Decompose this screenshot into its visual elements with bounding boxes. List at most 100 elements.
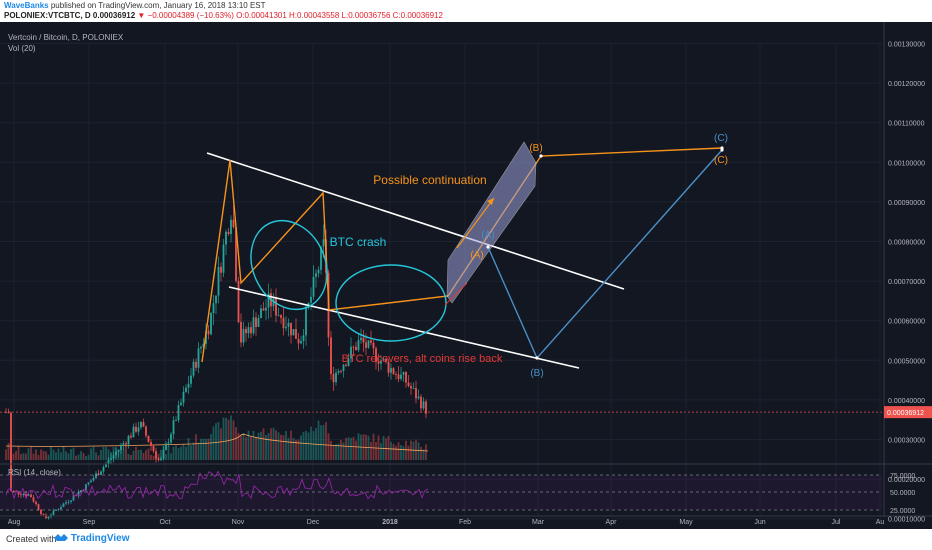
volume-bar (402, 446, 405, 460)
candle-body (345, 364, 347, 366)
volume-bar (150, 454, 152, 460)
volume-bar (105, 447, 107, 460)
candle-body (195, 361, 197, 368)
volume-bar (35, 449, 37, 460)
time-axis: Aug Sep Oct Nov Dec 2018 Feb Mar Apr May Jun Jul Au (0, 515, 932, 526)
volume-bar (120, 448, 122, 460)
author-link[interactable]: WaveBanks (4, 1, 49, 10)
volume-bar (87, 454, 90, 460)
candle-body (10, 412, 12, 491)
volume-bar (275, 430, 277, 460)
volume-bar (227, 419, 230, 460)
volume-bar (195, 434, 197, 460)
candle-body (77, 491, 80, 496)
time-tick-label: 2018 (382, 519, 398, 526)
candle-body (115, 451, 117, 456)
volume-bar (25, 453, 27, 460)
candle-body (317, 269, 320, 274)
rsi-tick-label: 50.0000 (890, 490, 915, 497)
volume-bar (160, 449, 162, 460)
volume-bar (400, 445, 402, 460)
candle-body (387, 361, 390, 373)
volume-bar (230, 415, 232, 460)
price-tick-label: 0.00110000 (888, 121, 925, 128)
candle-body (47, 516, 50, 519)
volume-bar (42, 451, 45, 460)
volume-bar (137, 449, 140, 460)
volume-bar (177, 448, 180, 460)
volume-bar (60, 452, 62, 460)
time-tick-label: Dec (307, 519, 320, 526)
volume-bar (327, 433, 330, 460)
price-tick-label: 0.00030000 (888, 438, 925, 445)
volume-bar (382, 436, 385, 460)
volume-bar (225, 417, 227, 460)
volume-bar (347, 437, 350, 460)
candle-body (122, 443, 125, 445)
candle-body (220, 266, 222, 273)
candle-body (232, 219, 235, 228)
candle-body (37, 504, 40, 510)
candle-body (197, 348, 200, 368)
rsi-tick-label: 25.0000 (890, 508, 915, 515)
candle-body (200, 346, 202, 349)
candle-body (407, 382, 410, 386)
volume-bar (335, 444, 337, 460)
candle-body (240, 322, 242, 343)
time-tick-label: Feb (459, 519, 471, 526)
candle-body (377, 361, 380, 364)
volume-bar (390, 441, 392, 460)
candle-body (207, 330, 210, 335)
down-arrow-icon: ▼ (137, 11, 146, 20)
candle-body (87, 482, 90, 485)
wave-c-orange-label: (C) (714, 155, 728, 166)
candle-body (155, 451, 157, 459)
wave-b-orange-label: (B) (529, 143, 542, 154)
volume-bar (370, 441, 372, 460)
rsi-pane: 75.0000 50.0000 25.0000 (0, 463, 932, 515)
volume-bar (265, 434, 267, 460)
possible-continuation-label: Possible continuation (373, 173, 486, 187)
volume-bar (97, 455, 100, 460)
volume-bar (407, 445, 410, 460)
candle-body (175, 420, 177, 421)
volume-bar (425, 444, 427, 460)
candle-body (15, 490, 17, 492)
candle-body (392, 368, 395, 375)
volume-bar (240, 435, 242, 460)
tradingview-logo[interactable]: TradingView (54, 533, 130, 544)
volume-bar (62, 446, 65, 460)
candle-body (252, 317, 255, 334)
upper-channel-line (206, 152, 625, 290)
price-value: 0.00036912 (92, 11, 136, 20)
price-tick-label: 0.00120000 (888, 81, 925, 88)
time-tick-label: Oct (160, 519, 171, 526)
volume-bar (320, 425, 322, 460)
volume-bar (72, 447, 75, 460)
last-price-badge (884, 406, 932, 419)
candle-body (337, 370, 340, 373)
time-tick-label: Apr (606, 519, 618, 526)
volume-bar (297, 439, 300, 460)
candle-body (330, 337, 332, 374)
wave-point (720, 146, 724, 150)
candle-body (52, 510, 55, 515)
volume-bar (205, 438, 207, 460)
recovery-circle (335, 264, 447, 342)
rsi-label: RSI (14, close) (8, 468, 61, 477)
candle-body (75, 495, 77, 497)
volume-bar (350, 437, 352, 460)
candle-body (290, 322, 292, 336)
volume-bar (102, 446, 105, 460)
volume-bar (80, 451, 82, 460)
chart-canvas[interactable]: 75.0000 50.0000 25.0000 Possible continuat… (0, 22, 932, 529)
volume-bar (17, 446, 20, 460)
volume-bar (232, 420, 235, 460)
wave-a-blue-label: (A) (481, 230, 494, 241)
candle-body (245, 328, 247, 334)
candle-body (370, 340, 372, 343)
volume-bar (242, 432, 245, 460)
candle-body (267, 293, 270, 308)
volume-bar (310, 426, 312, 460)
candle-body (227, 231, 230, 234)
